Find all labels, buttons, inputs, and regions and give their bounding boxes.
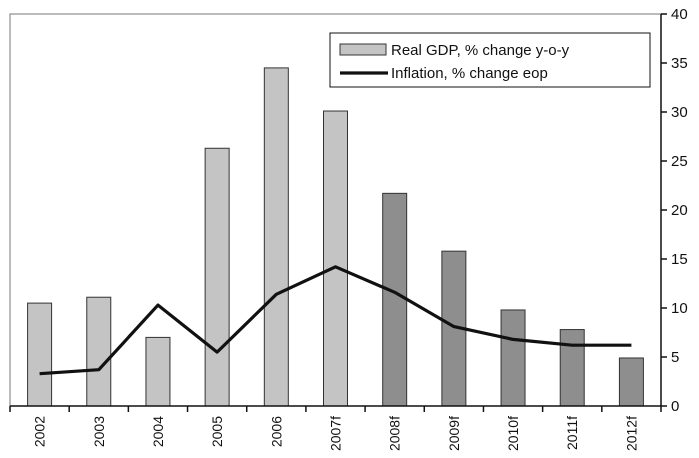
gdp-bar-2002 (27, 302, 53, 407)
x-tick-label: 2002 (32, 416, 48, 447)
y-tick-label: 35 (671, 55, 688, 72)
x-tick-label: 2007f (328, 416, 344, 451)
gdp-bar-2006 (263, 67, 289, 407)
x-tick-label: 2012f (623, 416, 639, 451)
x-tick-label: 2004 (150, 416, 166, 447)
x-tick-label: 2009f (446, 416, 462, 451)
legend-swatch-gdp (339, 43, 387, 56)
gdp-bar-2011f (559, 329, 585, 407)
y-tick-label: 20 (671, 202, 688, 219)
x-tick-label: 2011f (564, 416, 580, 450)
gdp-bar-2004 (145, 336, 171, 407)
legend-label-gdp: Real GDP, % change y-o-y (391, 42, 570, 59)
x-tick-label: 2010f (505, 416, 521, 451)
x-tick-label: 2008f (387, 416, 403, 451)
y-tick-label: 0 (671, 398, 679, 415)
legend-box (329, 32, 651, 88)
inflation-line-group (39, 265, 632, 376)
gdp-bar-2010f (500, 309, 526, 407)
gdp-bars (27, 67, 644, 407)
gdp-bar-2008f (382, 192, 408, 407)
y-tick-label: 25 (671, 153, 688, 170)
x-tick-label: 2006 (268, 416, 284, 447)
x-axis: 2002 2003 2004 2005 2006 2007f 2008f 2009f 2010f… (9, 405, 662, 451)
y-tick-label: 40 (671, 6, 688, 23)
gdp-bar-2005 (204, 147, 230, 407)
x-tick-label: 2003 (91, 416, 107, 447)
x-tick-label: 2005 (209, 416, 225, 447)
y-tick-label: 15 (671, 251, 688, 268)
legend-label-inflation: Inflation, % change eop (391, 65, 548, 82)
gdp-bar-2012f (618, 357, 644, 407)
legend: Real GDP, % change y-o-y Inflation, % cha… (329, 32, 651, 88)
gdp-bar-2003 (86, 296, 112, 407)
y-tick-label: 10 (671, 300, 688, 317)
gdp-bar-2007f (323, 110, 348, 407)
y-tick-label: 5 (671, 349, 679, 366)
y-axis: 0 5 10 15 20 25 30 35 40 (660, 6, 688, 415)
y-tick-label: 30 (671, 104, 688, 121)
